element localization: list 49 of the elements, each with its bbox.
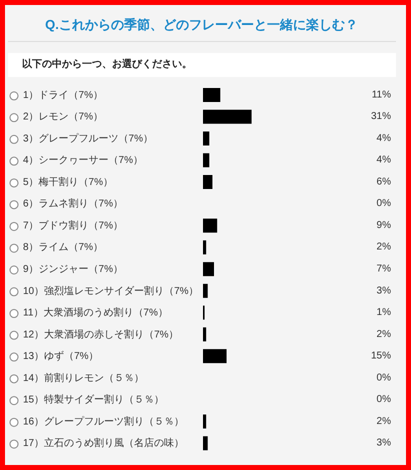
- data-label: 3%: [376, 438, 392, 449]
- data-label: 9%: [376, 220, 392, 231]
- bar: [203, 88, 220, 102]
- data-label: 0%: [376, 372, 392, 384]
- data-label: 4%: [376, 154, 392, 166]
- data-label: 7%: [376, 264, 392, 274]
- data-label: 4%: [376, 132, 392, 144]
- data-label: 0%: [376, 198, 392, 210]
- data-label: 6%: [376, 176, 392, 188]
- y-tick-label: 10）強烈塩レモンサイダー割り（7%）: [23, 284, 199, 296]
- data-label: 2%: [376, 416, 392, 427]
- y-tick-label: 6）ラムネ割り（7%）: [23, 197, 124, 210]
- bar: [203, 153, 210, 168]
- y-tick-label: 14）前割りレモン（５％）: [23, 371, 144, 384]
- y-tick-label: 9）ジンジャー（7%）: [23, 264, 124, 274]
- data-label: 1%: [376, 307, 392, 318]
- data-label: 31%: [370, 111, 392, 122]
- y-tick-label: 2）レモン（7%）: [23, 111, 104, 122]
- y-tick-label: 8）ライム（7%）: [23, 242, 104, 253]
- chart-title: Q.これからの季節、どのフレーバーと一緒に楽しむ？: [45, 17, 358, 32]
- bar: [203, 110, 252, 124]
- y-tick-label: 13）ゆず（7%）: [23, 350, 99, 362]
- y-tick-label: 4）シークヮーサー（7%）: [23, 154, 144, 166]
- bar: [203, 218, 218, 233]
- bar: [203, 349, 227, 364]
- bar: [203, 175, 212, 190]
- y-tick-label: 17）立石のうめ割り風（名店の味）: [23, 436, 184, 449]
- bar: [203, 284, 208, 298]
- y-tick-label: 7）ブドウ割り（7%）: [23, 218, 124, 231]
- data-label: 11%: [372, 89, 392, 100]
- y-tick-label: 5）梅干割り（7%）: [23, 175, 114, 188]
- y-tick-label: 15）特製サイダー割り（５％）: [23, 393, 164, 406]
- data-label: 15%: [370, 350, 392, 362]
- data-label: 3%: [376, 285, 392, 296]
- bar: [203, 240, 206, 254]
- y-tick-label: 3）グレープフルーツ（7%）: [23, 132, 154, 144]
- data-label: 0%: [376, 394, 392, 406]
- data-label: 2%: [376, 242, 392, 253]
- subtitle-panel: 以下の中から一つ、お選びください。: [8, 53, 396, 77]
- bar: [203, 436, 208, 450]
- data-label: 2%: [376, 328, 392, 340]
- y-tick-label: 1）ドライ（7%）: [23, 89, 104, 100]
- bar: [203, 327, 206, 342]
- y-tick-label: 11）大衆酒場のうめ割り（7%）: [23, 306, 168, 318]
- y-tick-label: 16）グレープフルーツ割り（５％）: [23, 414, 184, 427]
- y-tick-label: 12）大衆酒場の赤しそ割り（7%）: [23, 328, 179, 340]
- bar: [203, 132, 210, 146]
- bar: [203, 262, 214, 276]
- bar: [203, 414, 206, 428]
